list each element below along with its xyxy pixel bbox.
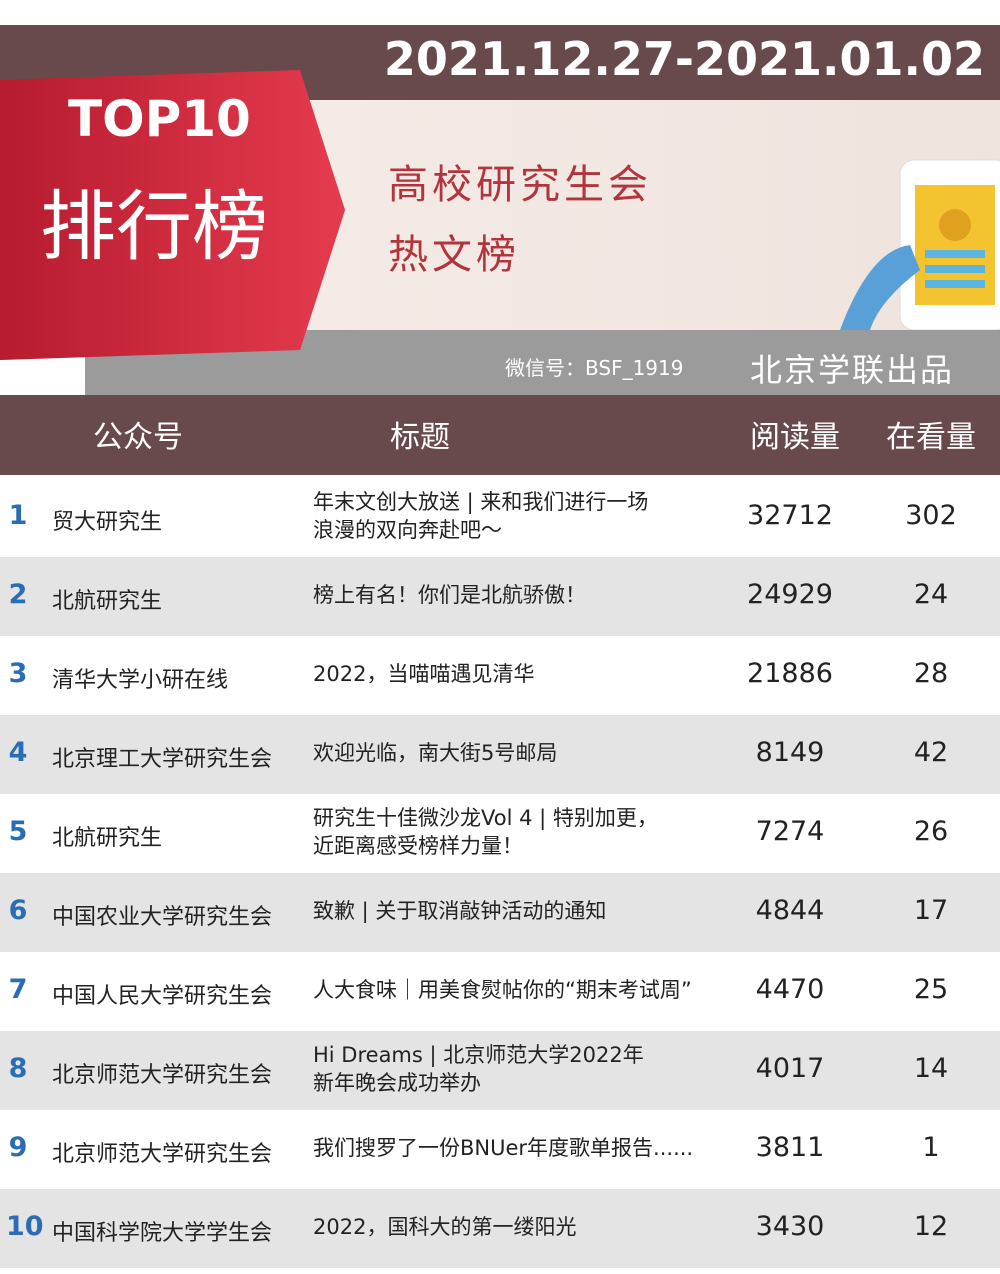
views: 42 — [913, 737, 949, 768]
wechat-id: 微信号：BSF_1919 — [505, 356, 684, 380]
rank: 2 — [8, 579, 28, 610]
table-row: 10 中国科学院大学学生会 2022，国科大的第一缕阳光 3430 12 — [0, 1189, 1000, 1268]
account: 中国科学院大学学生会 — [52, 1221, 273, 1246]
reads: 4017 — [755, 1053, 825, 1084]
account: 北京师范大学研究生会 — [52, 1063, 273, 1088]
date: 2021.12.27-2021.01.02 — [383, 32, 985, 86]
account: 贸大研究生 — [52, 510, 163, 535]
title: 研究生十佳微沙龙Vol 4 | 特别加更， — [313, 805, 658, 830]
views: 302 — [905, 500, 957, 531]
reads: 24929 — [747, 579, 833, 610]
subtitle: 高校研究生会 — [388, 162, 652, 208]
rank: 1 — [8, 500, 28, 531]
views: 25 — [913, 974, 949, 1005]
table-row: 8 北京师范大学研究生会 Hi Dreams | 北京师范大学2022年 新年晚会成功… — [0, 1031, 1000, 1110]
table-row: 4 北京理工大学研究生会 欢迎光临，南大街5号邮局 8149 42 — [0, 715, 1000, 794]
rank-title: 排行榜 — [40, 182, 268, 271]
reads: 4470 — [755, 974, 825, 1005]
top-label: TOP10 — [68, 90, 251, 148]
rank: 3 — [8, 658, 28, 689]
account: 清华大学小研在线 — [52, 668, 229, 693]
rank: 9 — [8, 1132, 28, 1163]
rank: 6 — [8, 895, 28, 926]
views: 24 — [913, 579, 949, 610]
header-row — [0, 395, 1000, 475]
account: 北航研究生 — [52, 826, 163, 851]
reads: 3811 — [755, 1132, 825, 1163]
phone-illustration — [840, 159, 1000, 330]
account: 北京师范大学研究生会 — [52, 1142, 273, 1167]
table-row: 1 贸大研究生 年末文创大放送 | 来和我们进行一场 浪漫的双向奔赴吧～ 32712 30… — [0, 478, 1000, 557]
reads: 8149 — [755, 737, 825, 768]
reads: 4844 — [755, 895, 825, 926]
rank: 7 — [8, 974, 28, 1005]
ribbon — [0, 70, 345, 360]
title: 人大食味｜用美食熨帖你的“期末考试周” — [313, 977, 692, 1002]
subtitle: 热文榜 — [388, 232, 520, 278]
column-header: 标题 — [390, 420, 450, 455]
table-row: 5 北航研究生 研究生十佳微沙龙Vol 4 | 特别加更， 近距离感受榜样力量！ 727… — [0, 794, 1000, 873]
title: 榜上有名！你们是北航骄傲！ — [313, 582, 586, 607]
title: 年末文创大放送 | 来和我们进行一场 — [313, 489, 649, 514]
account: 中国人民大学研究生会 — [52, 984, 273, 1009]
views: 12 — [913, 1211, 949, 1242]
title: 欢迎光临，南大街5号邮局 — [313, 740, 558, 765]
views: 14 — [913, 1053, 949, 1084]
title: 浪漫的双向奔赴吧～ — [313, 517, 502, 542]
title: 新年晚会成功举办 — [313, 1070, 481, 1095]
table-row: 2 北航研究生 榜上有名！你们是北航骄傲！ 24929 24 — [0, 557, 1000, 636]
reads: 3430 — [755, 1211, 825, 1242]
column-header: 公众号 — [93, 420, 183, 455]
reads: 7274 — [755, 816, 825, 847]
views: 1 — [922, 1132, 940, 1163]
views: 17 — [913, 895, 949, 926]
column-header: 阅读量 — [750, 420, 840, 455]
table-row: 7 中国人民大学研究生会 人大食味｜用美食熨帖你的“期末考试周” 4470 25 — [0, 952, 1000, 1031]
table-row: 6 中国农业大学研究生会 致歉 | 关于取消敲钟活动的通知 4844 17 — [0, 873, 1000, 952]
title: Hi Dreams | 北京师范大学2022年 — [313, 1042, 644, 1067]
column-header: 在看量 — [886, 420, 976, 455]
account: 北航研究生 — [52, 589, 163, 614]
table-row: 3 清华大学小研在线 2022，当喵喵遇见清华 21886 28 — [0, 636, 1000, 715]
account: 中国农业大学研究生会 — [52, 905, 273, 930]
rank: 4 — [8, 737, 28, 768]
title: 2022，当喵喵遇见清华 — [313, 661, 535, 686]
table-row: 9 北京师范大学研究生会 我们搜罗了一份BNUer年度歌单报告...... 3811 1 — [0, 1110, 1000, 1189]
views: 26 — [913, 816, 949, 847]
title: 2022，国科大的第一缕阳光 — [313, 1214, 577, 1239]
rank: 10 — [6, 1211, 44, 1242]
title: 致歉 | 关于取消敲钟活动的通知 — [313, 898, 607, 923]
rank: 8 — [8, 1053, 28, 1084]
title: 我们搜罗了一份BNUer年度歌单报告...... — [313, 1135, 694, 1160]
reads: 21886 — [747, 658, 833, 689]
views: 28 — [913, 658, 949, 689]
title: 近距离感受榜样力量！ — [313, 833, 523, 858]
rank: 5 — [8, 816, 28, 847]
account: 北京理工大学研究生会 — [52, 747, 273, 772]
publisher: 北京学联出品 — [750, 351, 955, 389]
reads: 32712 — [747, 500, 833, 531]
